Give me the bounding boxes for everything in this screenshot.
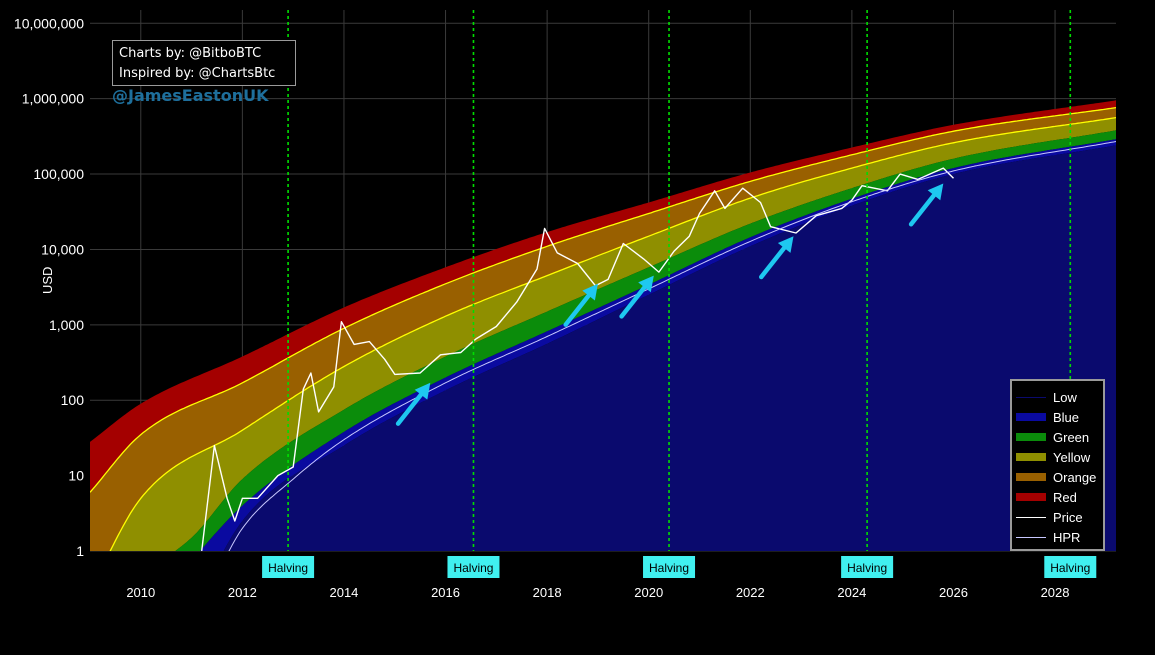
halving-label: Halving	[268, 561, 308, 575]
orange-band-edge	[90, 106, 1116, 493]
x-tick-label: 2016	[431, 585, 460, 600]
x-tick-label: 2014	[329, 585, 358, 600]
legend-item-red: Red	[1016, 487, 1103, 507]
legend-swatch	[1016, 536, 1046, 538]
halving-label-box	[262, 556, 315, 578]
legend-swatch	[1016, 473, 1046, 481]
hpr-line	[228, 141, 1116, 551]
y-tick-label: 100,000	[33, 166, 84, 182]
y-tick-label: 10	[68, 468, 84, 484]
credits-box: Charts by: @BitboBTC Inspired by: @Chart…	[112, 40, 296, 86]
yellow-band	[110, 117, 1116, 551]
x-tick-label: 2012	[228, 585, 257, 600]
arrow-head	[927, 183, 944, 201]
legend-swatch	[1016, 493, 1046, 501]
y-tick-label: 10,000	[41, 241, 84, 257]
legend-item-yellow: Yellow	[1016, 447, 1103, 467]
y-tick-label: 1,000	[49, 317, 84, 333]
arrow-shaft	[395, 387, 427, 426]
price-line	[201, 167, 954, 551]
arrow-shaft	[619, 280, 651, 319]
credit-line-2: Inspired by: @ChartsBtc	[119, 66, 276, 81]
legend-item-blue: Blue	[1016, 407, 1103, 427]
halving-label-box	[1044, 556, 1097, 578]
legend-label: Low	[1053, 389, 1077, 405]
y-axis-label: USD	[40, 266, 55, 294]
series	[201, 141, 1116, 551]
halving-label-box	[841, 556, 894, 578]
legend-swatch	[1016, 433, 1046, 441]
halving-label: Halving	[847, 561, 887, 575]
legend-label: Green	[1053, 429, 1090, 445]
x-tick-label: 2028	[1041, 585, 1070, 600]
axes: 2010 2012 2014 2016 2018 2020 2022 2024 2026 2028…	[14, 15, 1070, 600]
y-tick-label: 100	[61, 392, 85, 408]
legend-label: HPR	[1053, 529, 1081, 545]
legend-swatch	[1016, 516, 1046, 518]
arrow-head	[777, 236, 794, 253]
legend-label: Red	[1053, 489, 1077, 505]
legend-item-price: Price	[1016, 507, 1103, 527]
arrow-head	[414, 382, 431, 400]
halving-label: Halving	[1050, 561, 1090, 575]
author-handle: @JamesEastonUK	[112, 86, 269, 105]
legend-item-low: Low	[1016, 387, 1103, 407]
x-tick-label: 2026	[939, 585, 968, 600]
rainbow-bands	[90, 100, 1116, 551]
arrow-head	[638, 275, 654, 293]
legend-swatch	[1016, 453, 1046, 461]
legend-label: Yellow	[1053, 449, 1091, 465]
x-tick-label: 2018	[533, 585, 562, 600]
y-tick-label: 1	[76, 543, 84, 559]
legend-swatch	[1016, 413, 1046, 421]
arrow-shaft	[758, 240, 791, 280]
arrow-shaft	[563, 288, 595, 327]
legend-item-green: Green	[1016, 427, 1103, 447]
halving-label-box	[447, 556, 500, 578]
legend-label: Blue	[1053, 409, 1080, 425]
legend-label: Orange	[1053, 469, 1097, 485]
legend-item-orange: Orange	[1016, 467, 1103, 487]
arrow-head	[582, 283, 598, 301]
x-tick-label: 2024	[837, 585, 866, 600]
halving-label: Halving	[649, 561, 689, 575]
legend-label: Price	[1053, 509, 1083, 525]
y-tick-label: 10,000,000	[14, 15, 84, 31]
halving-label-box	[643, 556, 696, 578]
halvings: Halving Halving Halving Halving Halving	[262, 10, 1097, 578]
credit-line-1: Charts by: @BitboBTC	[119, 46, 262, 61]
x-tick-label: 2020	[634, 585, 663, 600]
legend-item-hpr: HPR	[1016, 527, 1103, 547]
y-tick-label: 1,000,000	[22, 91, 84, 107]
x-tick-label: 2010	[126, 585, 155, 600]
arrow-shaft	[908, 188, 940, 227]
chart-legend: Low Blue Green Yellow Orange Red Price HPR	[1010, 379, 1105, 551]
yellow-band-edge	[109, 116, 1116, 551]
arrows	[395, 183, 944, 426]
legend-swatch	[1016, 396, 1046, 398]
x-tick-label: 2022	[736, 585, 765, 600]
halving-label: Halving	[453, 561, 493, 575]
